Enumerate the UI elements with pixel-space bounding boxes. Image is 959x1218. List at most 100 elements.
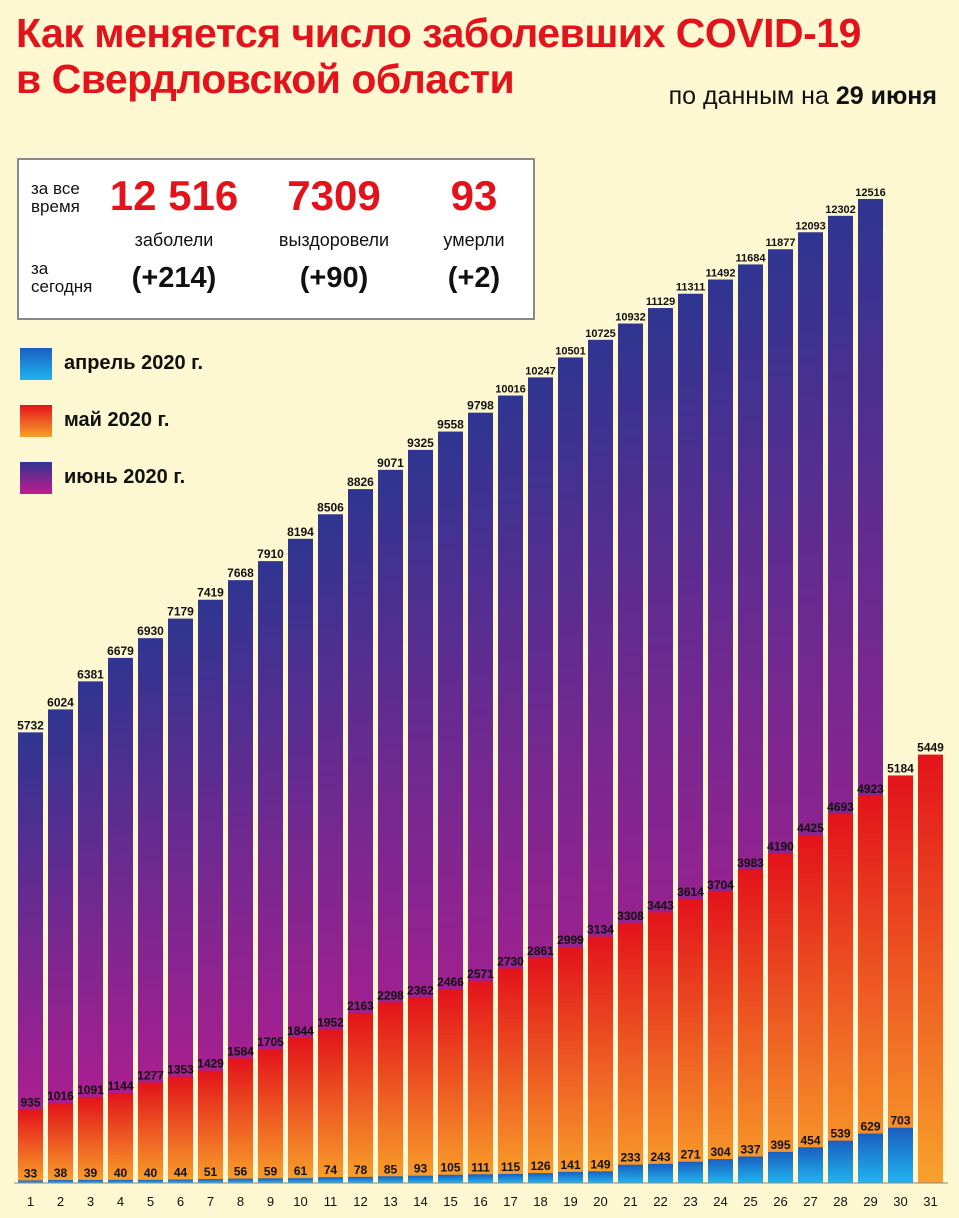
- legend-label-june: июнь 2020 г.: [64, 466, 186, 488]
- value-label-april-day-23: 271: [680, 1148, 700, 1162]
- bar-april-day-18: [528, 1173, 553, 1183]
- value-label-may-day-6: 1353: [167, 1063, 194, 1077]
- x-tick-label-22: 22: [653, 1194, 667, 1209]
- x-tick-label-10: 10: [293, 1194, 307, 1209]
- x-tick-label-19: 19: [563, 1194, 577, 1209]
- bar-april-day-22: [648, 1163, 673, 1183]
- value-label-may-day-16: 2571: [467, 967, 494, 981]
- value-label-june-day-29: 12516: [855, 187, 886, 199]
- x-tick-label-3: 3: [87, 1194, 94, 1209]
- legend-label-may: май 2020 г.: [64, 409, 170, 431]
- value-label-may-day-17: 2730: [497, 954, 524, 968]
- value-label-june-day-4: 6679: [107, 644, 134, 658]
- value-label-may-day-9: 1705: [257, 1035, 284, 1049]
- bar-may-day-15: [438, 989, 463, 1183]
- bar-may-day-27: [798, 835, 823, 1183]
- value-label-april-day-15: 105: [440, 1161, 460, 1175]
- bar-april-day-27: [798, 1147, 823, 1183]
- value-label-june-day-1: 5732: [17, 718, 44, 732]
- value-label-april-day-18: 126: [530, 1159, 550, 1173]
- legend-swatch-june: [20, 462, 52, 494]
- value-label-june-day-13: 9071: [377, 456, 404, 470]
- value-label-may-day-11: 1952: [317, 1016, 344, 1030]
- value-label-june-day-24: 11492: [706, 268, 736, 280]
- bar-april-day-8: [228, 1178, 253, 1183]
- bar-may-day-4: [108, 1093, 133, 1183]
- value-label-april-day-13: 85: [384, 1162, 398, 1176]
- value-label-may-day-1: 935: [20, 1095, 40, 1109]
- bar-may-day-24: [708, 891, 733, 1183]
- value-label-june-day-14: 9325: [407, 436, 434, 450]
- value-label-april-day-6: 44: [174, 1166, 188, 1180]
- bar-may-day-5: [138, 1082, 163, 1183]
- value-label-may-day-30: 5184: [887, 761, 914, 775]
- value-label-april-day-21: 233: [620, 1151, 640, 1165]
- value-label-may-day-10: 1844: [287, 1024, 314, 1038]
- value-label-april-day-24: 304: [710, 1145, 730, 1159]
- value-label-may-day-7: 1429: [197, 1057, 224, 1071]
- bar-may-day-18: [528, 958, 553, 1183]
- chart-title: Как меняется число заболевших COVID-19 в…: [16, 10, 861, 102]
- x-tick-label-11: 11: [324, 1194, 338, 1209]
- bar-april-day-14: [408, 1175, 433, 1183]
- value-label-june-day-22: 11129: [646, 296, 675, 308]
- bar-may-day-21: [618, 922, 643, 1183]
- value-label-april-day-3: 39: [84, 1166, 98, 1180]
- bar-april-day-4: [108, 1179, 133, 1183]
- recovered-total: 7309: [287, 172, 381, 219]
- today-label-line-2: сегодня: [31, 277, 93, 296]
- bar-may-day-26: [768, 853, 793, 1183]
- value-label-april-day-19: 141: [560, 1158, 580, 1172]
- bar-may-day-19: [558, 947, 583, 1183]
- value-label-april-day-17: 115: [501, 1160, 521, 1174]
- value-label-may-day-2: 1016: [47, 1089, 74, 1103]
- bar-april-day-15: [438, 1174, 463, 1183]
- value-label-may-day-8: 1584: [227, 1044, 254, 1058]
- died-delta: (+2): [447, 262, 501, 294]
- x-tick-label-9: 9: [267, 1194, 274, 1209]
- value-label-may-day-28: 4693: [827, 800, 854, 814]
- bar-april-day-10: [288, 1178, 313, 1183]
- value-label-april-day-12: 78: [354, 1163, 368, 1177]
- x-tick-label-6: 6: [177, 1194, 184, 1209]
- x-tick-label-18: 18: [533, 1194, 547, 1209]
- bar-may-day-9: [258, 1048, 283, 1183]
- value-label-june-day-6: 7179: [167, 605, 194, 619]
- bar-april-day-6: [168, 1179, 193, 1183]
- x-tick-label-26: 26: [773, 1194, 787, 1209]
- value-label-april-day-26: 395: [770, 1138, 790, 1152]
- bar-april-day-2: [48, 1180, 73, 1183]
- value-label-june-day-17: 10016: [495, 384, 526, 396]
- bar-may-day-20: [588, 936, 613, 1183]
- x-tick-label-31: 31: [923, 1194, 937, 1209]
- x-tick-label-2: 2: [57, 1194, 64, 1209]
- bar-may-day-6: [168, 1076, 193, 1183]
- bar-june-day-1: [18, 732, 43, 1183]
- recovered-delta: (+90): [299, 262, 369, 294]
- value-label-may-day-23: 3614: [677, 885, 704, 899]
- bar-april-day-21: [618, 1164, 643, 1183]
- value-label-april-day-30: 703: [890, 1114, 910, 1128]
- value-label-may-day-3: 1091: [77, 1083, 104, 1097]
- value-label-june-day-3: 6381: [77, 667, 104, 681]
- died-label: умерли: [443, 230, 505, 250]
- bar-april-day-19: [558, 1171, 583, 1183]
- value-label-april-day-5: 40: [144, 1166, 158, 1180]
- today-label-line-1: за: [31, 259, 49, 278]
- value-label-april-day-9: 59: [264, 1164, 278, 1178]
- total-label-line-2: время: [31, 197, 80, 216]
- bar-may-day-1: [18, 1109, 43, 1183]
- value-label-may-day-22: 3443: [647, 898, 674, 912]
- value-label-june-day-26: 11877: [766, 237, 796, 249]
- x-tick-label-13: 13: [383, 1194, 397, 1209]
- x-tick-label-5: 5: [147, 1194, 154, 1209]
- bar-april-day-29: [858, 1133, 883, 1183]
- value-label-may-day-21: 3308: [617, 909, 644, 923]
- bar-may-day-2: [48, 1103, 73, 1183]
- bar-may-day-25: [738, 869, 763, 1183]
- value-label-may-day-5: 1277: [137, 1069, 164, 1083]
- value-label-june-day-23: 11311: [676, 282, 705, 294]
- value-label-may-day-24: 3704: [707, 878, 734, 892]
- bar-may-day-29: [858, 795, 883, 1183]
- value-label-may-day-20: 3134: [587, 923, 614, 937]
